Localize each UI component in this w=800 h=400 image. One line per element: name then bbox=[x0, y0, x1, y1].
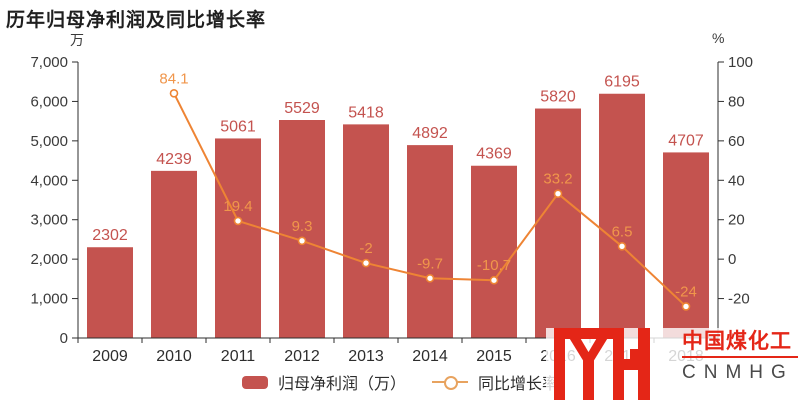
growth-value-label: 9.3 bbox=[292, 218, 313, 235]
left-axis-tick-label: 6,000 bbox=[30, 93, 68, 110]
growth-value-label: 84.1 bbox=[159, 70, 188, 87]
left-axis-tick-label: 2,000 bbox=[30, 251, 68, 268]
bar-2014 bbox=[407, 145, 453, 338]
watermark-name-cn: 中国煤化工 bbox=[682, 330, 792, 353]
monogram-stroke bbox=[638, 328, 650, 400]
bar-2017 bbox=[599, 93, 645, 339]
watermark-text-block: 中国煤化工 CNMHG bbox=[682, 330, 798, 384]
growth-value-label: 6.5 bbox=[612, 223, 633, 240]
growth-value-label: -24 bbox=[675, 283, 697, 300]
growth-line-marker bbox=[297, 236, 307, 246]
left-axis-tick-label: 7,000 bbox=[30, 54, 68, 71]
right-axis-tick-label: 20 bbox=[728, 212, 745, 229]
legend-bar-swatch bbox=[241, 375, 268, 389]
legend-line-label: 同比增长率 bbox=[478, 376, 559, 393]
left-axis-tick-label: 1,000 bbox=[30, 291, 68, 308]
left-axis-tick-label: 5,000 bbox=[30, 133, 68, 150]
growth-line-marker bbox=[489, 275, 499, 285]
monogram-stroke bbox=[554, 328, 624, 339]
bar-value-label: 6195 bbox=[604, 74, 640, 91]
bar-value-label: 5061 bbox=[220, 118, 256, 135]
growth-line-marker bbox=[233, 216, 243, 226]
monogram-stroke bbox=[630, 349, 640, 360]
growth-line-marker bbox=[169, 89, 179, 98]
bar-value-label: 4239 bbox=[156, 151, 192, 168]
growth-value-label: -9.7 bbox=[417, 255, 443, 272]
bar-2009 bbox=[87, 247, 133, 338]
right-axis-tick-label: 100 bbox=[728, 54, 753, 71]
watermark-name-en: CNMHG bbox=[682, 362, 794, 383]
growth-line-marker bbox=[425, 273, 435, 283]
growth-line-marker bbox=[681, 302, 691, 311]
growth-value-label: -10.7 bbox=[477, 257, 511, 274]
bar-value-label: 5820 bbox=[540, 89, 576, 106]
bar-value-label: 4892 bbox=[412, 125, 448, 142]
growth-line-marker bbox=[361, 258, 371, 268]
chart-title: 历年归母净利润及同比增长率 bbox=[6, 10, 267, 31]
monogram-stroke bbox=[585, 336, 609, 362]
bar-value-label: 2302 bbox=[92, 227, 128, 244]
monogram-stroke bbox=[620, 359, 640, 370]
x-axis-category-label: 2009 bbox=[92, 348, 128, 365]
bar-2015 bbox=[471, 165, 517, 338]
bar-2016 bbox=[535, 108, 581, 338]
right-axis-tick-label: 40 bbox=[728, 172, 745, 189]
growth-value-label: 33.2 bbox=[543, 171, 572, 188]
x-axis-category-label: 2014 bbox=[412, 348, 448, 365]
monogram-stroke bbox=[613, 328, 624, 400]
x-axis-category-label: 2010 bbox=[156, 348, 192, 365]
legend-line-ring bbox=[444, 376, 458, 390]
bar-value-label: 5418 bbox=[348, 104, 384, 121]
left-axis-tick-label: 0 bbox=[60, 330, 68, 347]
right-axis-tick-label: 0 bbox=[728, 251, 736, 268]
x-axis-category-label: 2013 bbox=[348, 348, 384, 365]
bar-2012 bbox=[279, 119, 325, 339]
right-axis-unit: % bbox=[712, 30, 725, 46]
growth-line-marker bbox=[617, 242, 627, 251]
bar-value-label: 4707 bbox=[668, 132, 704, 149]
watermark-divider bbox=[682, 356, 798, 358]
monogram-stroke bbox=[583, 356, 594, 400]
legend-bar-label: 归母净利润（万） bbox=[277, 376, 406, 393]
x-axis-category-label: 2015 bbox=[476, 348, 512, 365]
x-axis-category-label: 2011 bbox=[221, 348, 256, 365]
bar-2010 bbox=[151, 170, 197, 338]
bar-value-label: 4369 bbox=[476, 146, 512, 163]
monogram-stroke bbox=[554, 328, 565, 400]
legend-line-marker-icon bbox=[432, 375, 468, 390]
cnmhg-monogram-icon bbox=[554, 328, 650, 400]
growth-value-label: 19.4 bbox=[223, 198, 252, 215]
right-axis-tick-label: 80 bbox=[728, 93, 745, 110]
right-axis-tick-label: 60 bbox=[728, 133, 745, 150]
left-axis-unit: 万 bbox=[70, 32, 84, 48]
right-axis-tick-label: -20 bbox=[728, 291, 750, 308]
left-axis-tick-label: 4,000 bbox=[30, 172, 68, 189]
legend: 归母净利润（万） 同比增长率 bbox=[0, 369, 800, 395]
growth-value-label: -2 bbox=[359, 240, 372, 257]
left-axis-tick-label: 3,000 bbox=[30, 212, 68, 229]
bar-2013 bbox=[343, 124, 389, 338]
monogram-stroke bbox=[568, 336, 592, 362]
bar-value-label: 5529 bbox=[284, 100, 320, 117]
x-axis-category-label: 2012 bbox=[284, 348, 320, 365]
bar-2011 bbox=[215, 138, 261, 338]
growth-line-marker bbox=[553, 189, 563, 198]
watermark-logo: 中国煤化工 CNMHG bbox=[546, 320, 800, 400]
